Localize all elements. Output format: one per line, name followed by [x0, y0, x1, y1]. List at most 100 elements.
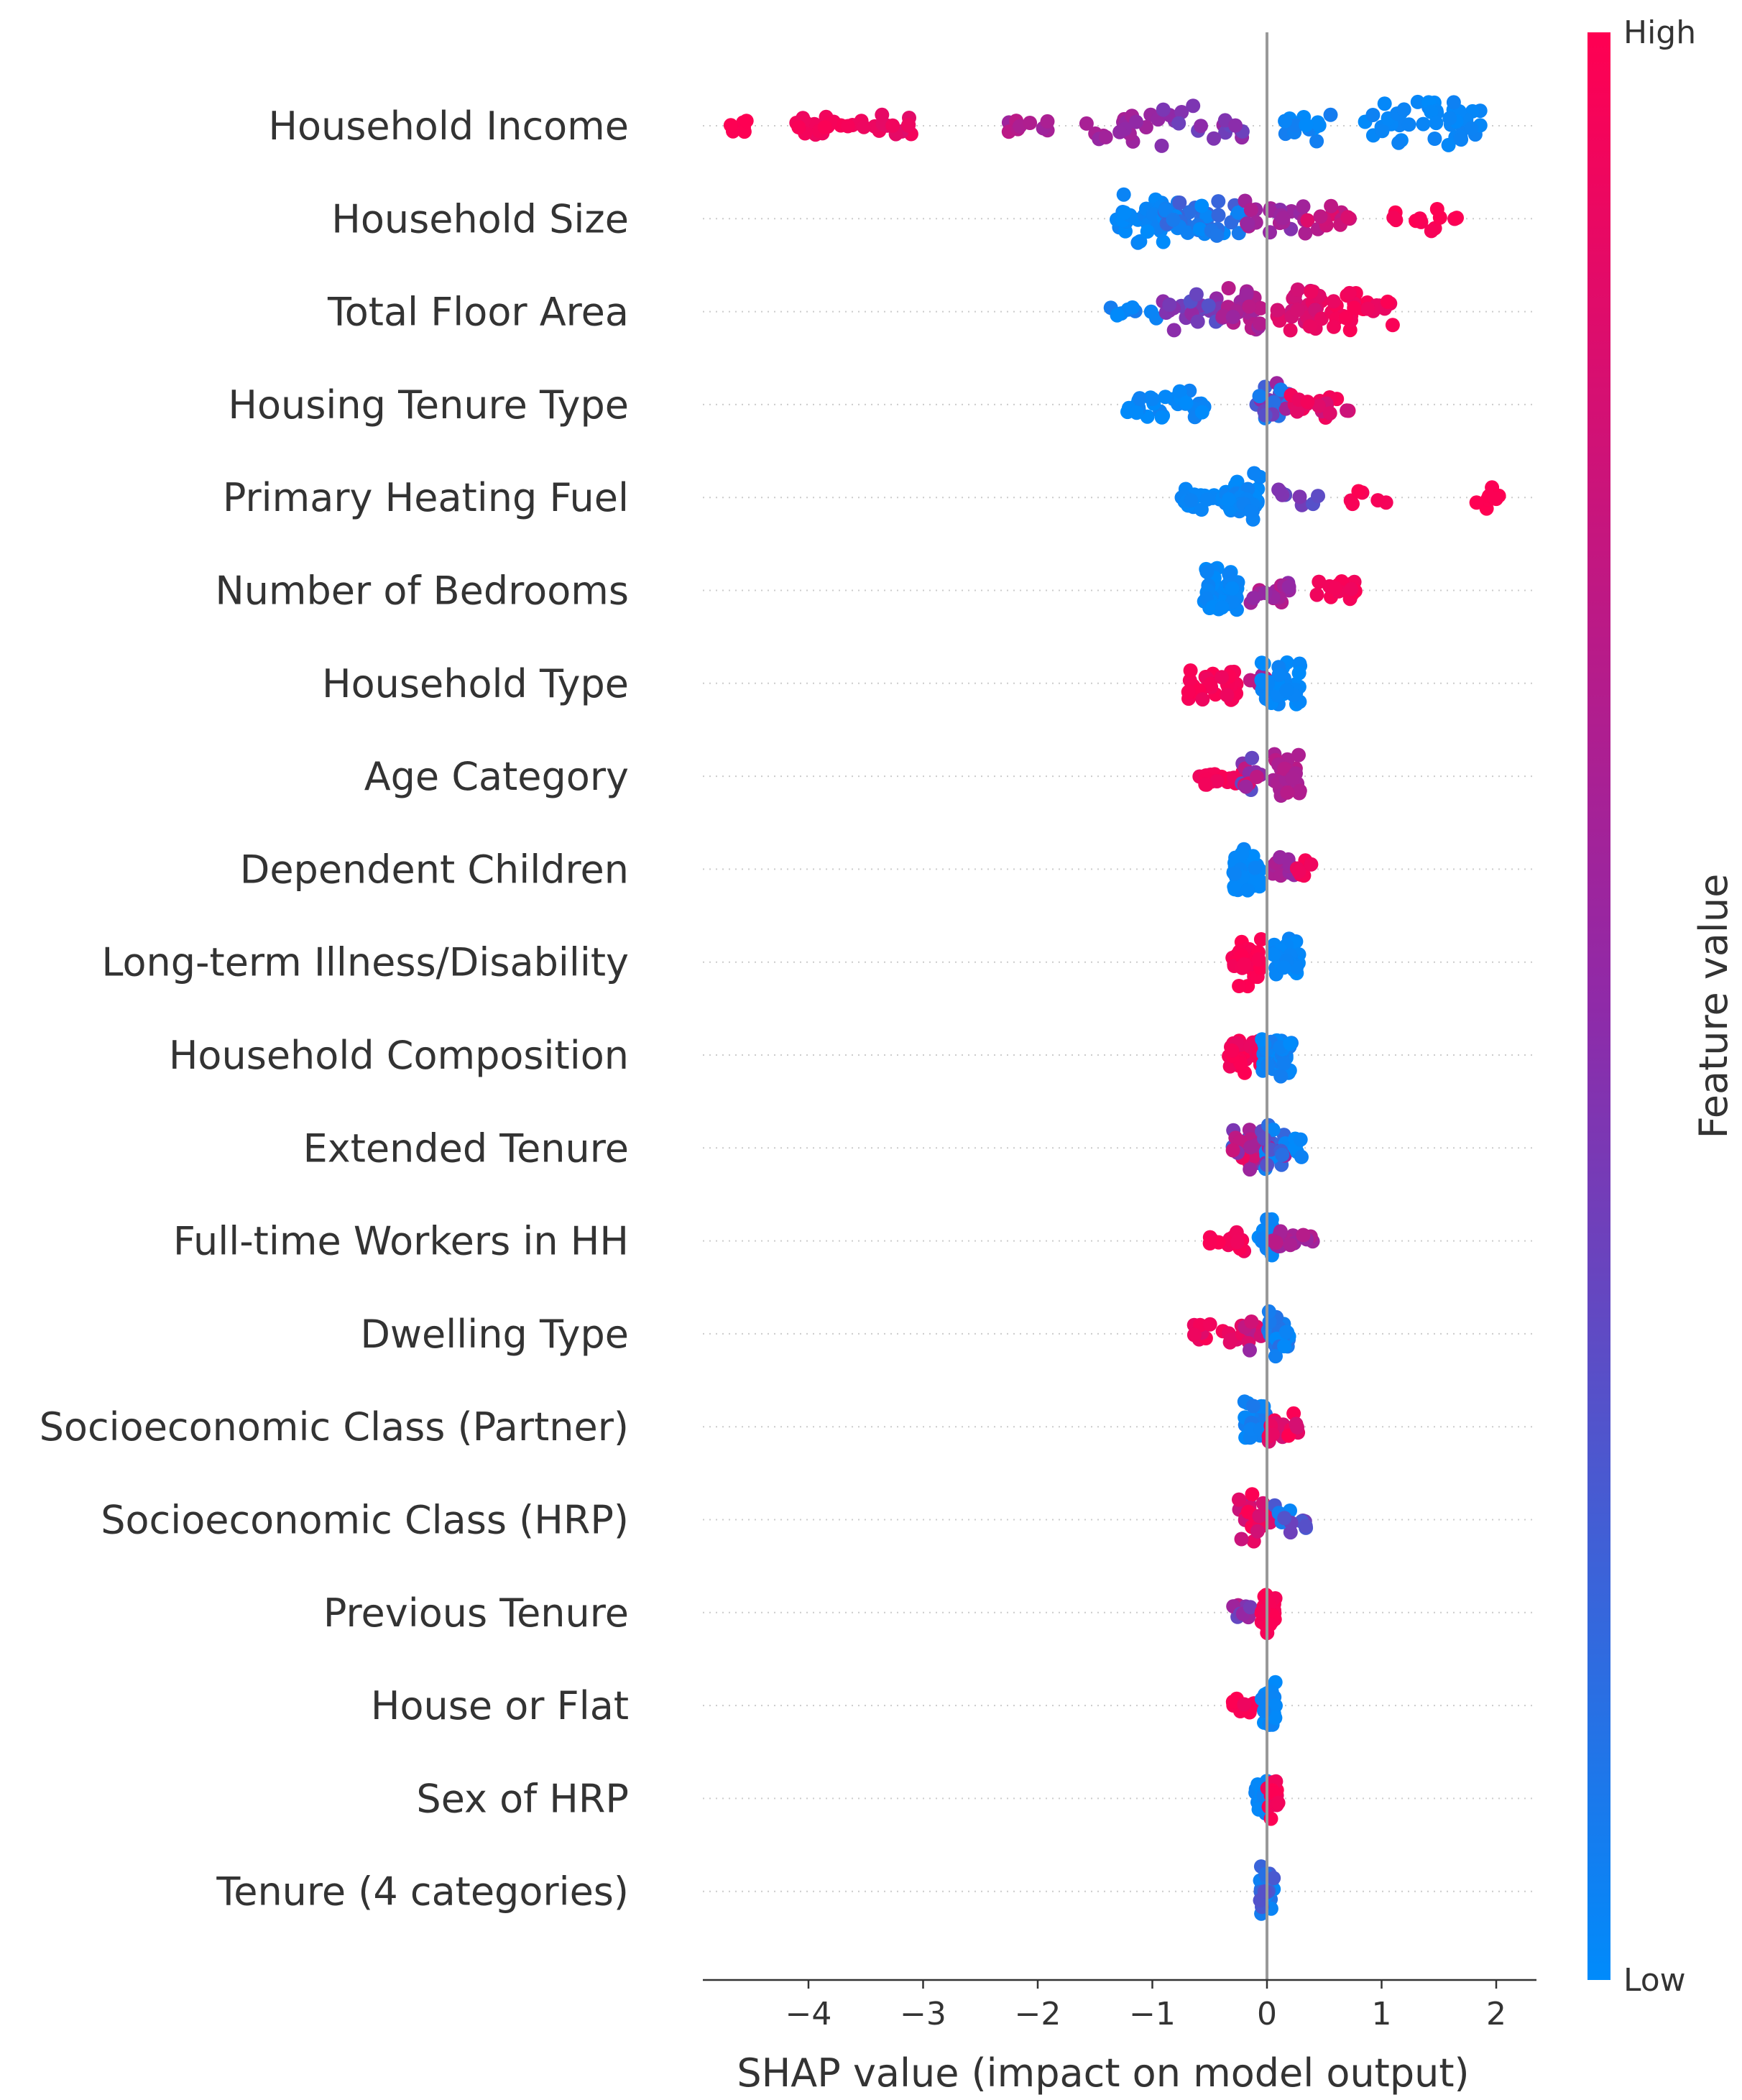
feature-label-dwelling-type: Dwelling Type	[360, 1312, 629, 1357]
shap-point	[1377, 96, 1392, 111]
shap-point	[1192, 222, 1207, 236]
shap-point	[1442, 111, 1457, 126]
shap-point	[1268, 1698, 1283, 1713]
shap-point	[1291, 865, 1306, 880]
shap-point	[1446, 95, 1461, 110]
shap-point	[1232, 979, 1247, 993]
shap-point	[737, 124, 752, 139]
shap-point	[1040, 114, 1055, 129]
shap-point	[1162, 298, 1177, 312]
colorbar-gradient	[1587, 32, 1610, 1980]
shap-point	[1292, 783, 1307, 798]
feature-label-house-or-flat: House or Flat	[371, 1683, 629, 1728]
shap-point	[1270, 303, 1285, 318]
shap-point	[1427, 132, 1442, 146]
shap-point	[1283, 323, 1298, 338]
shap-point	[1231, 205, 1246, 220]
shap-point	[885, 118, 900, 133]
shap-point	[1243, 1343, 1257, 1358]
shap-point	[1271, 667, 1286, 682]
shap-point	[1172, 384, 1187, 399]
shap-point	[1220, 688, 1235, 703]
x-axis: −4 −3 −2 −1 0 1 2	[703, 32, 1536, 2032]
shap-point	[1292, 489, 1307, 505]
shap-point	[1129, 405, 1144, 420]
shap-point	[1275, 1147, 1290, 1162]
shap-point	[1181, 205, 1197, 220]
shap-point	[1098, 129, 1113, 144]
shap-point	[1202, 1236, 1217, 1251]
shap-point	[1110, 308, 1125, 323]
shap-point	[1232, 1492, 1246, 1507]
x-tick-label: 0	[1257, 1996, 1277, 2032]
shap-point	[1143, 304, 1158, 319]
shap-point	[1347, 300, 1362, 316]
shap-point	[1244, 1314, 1259, 1329]
shap-point	[1304, 857, 1319, 872]
shap-point	[1327, 581, 1342, 596]
shap-point	[1183, 663, 1198, 678]
shap-point	[1156, 234, 1171, 249]
shap-point	[1257, 1131, 1272, 1146]
feature-labels: Household Income Household Size Total Floo…	[40, 103, 629, 1915]
shap-point	[875, 107, 890, 122]
shap-point	[1291, 666, 1306, 681]
shap-point	[1252, 1509, 1267, 1524]
feature-label-tenure-4-categories: Tenure (4 categories)	[216, 1869, 629, 1915]
shap-point	[739, 114, 754, 129]
feature-label-extended-tenure: Extended Tenure	[303, 1125, 629, 1171]
shap-point	[1293, 1132, 1308, 1147]
shap-point	[1279, 683, 1294, 698]
shap-point	[1309, 134, 1324, 149]
shap-point	[1380, 294, 1395, 309]
shap-point	[1410, 94, 1425, 109]
shap-point	[1276, 960, 1291, 975]
shap-point	[1246, 591, 1261, 606]
shap-point	[1174, 105, 1189, 119]
feature-label-socioeconomic-class-partner: Socioeconomic Class (Partner)	[40, 1404, 629, 1450]
shap-point	[1300, 395, 1315, 410]
shap-point	[1201, 298, 1216, 313]
shap-point	[1278, 114, 1293, 129]
shap-point	[1313, 209, 1328, 224]
shap-point	[1327, 319, 1341, 334]
colorbar-title: Feature value	[1691, 874, 1736, 1139]
shap-point	[1302, 319, 1317, 334]
x-tick-label: 1	[1372, 1996, 1392, 2032]
shap-point	[1342, 285, 1357, 300]
shap-point	[1245, 1487, 1260, 1502]
shap-point	[1300, 213, 1315, 228]
shap-point	[1253, 873, 1268, 888]
shap-point	[1385, 318, 1400, 333]
shap-point	[840, 119, 855, 134]
shap-point	[1265, 1427, 1280, 1442]
shap-point	[1221, 281, 1236, 295]
shap-point	[1424, 224, 1439, 239]
shap-point	[1171, 116, 1186, 131]
shap-point	[1243, 1162, 1258, 1177]
shap-point	[1248, 860, 1263, 875]
shap-point	[1166, 323, 1181, 338]
shap-point	[1209, 228, 1225, 243]
shap-point	[817, 120, 832, 134]
shap-point	[1181, 684, 1196, 699]
shap-point	[1278, 1325, 1294, 1340]
shap-point	[1360, 301, 1375, 316]
shap-point	[1488, 491, 1503, 506]
shap-point	[1429, 202, 1444, 216]
shap-point	[1211, 208, 1226, 223]
shap-point	[857, 119, 872, 134]
shap-point	[1299, 118, 1314, 132]
shap-point	[1263, 1617, 1278, 1632]
shap-point	[1199, 492, 1215, 507]
shap-point	[1129, 114, 1143, 129]
shap-point	[1250, 1524, 1265, 1539]
shap-point	[1454, 132, 1469, 147]
shap-point	[1154, 410, 1169, 425]
feature-label-long-term-illness-disability: Long-term Illness/Disability	[101, 940, 629, 985]
shap-point	[1227, 866, 1242, 881]
shap-point	[1290, 303, 1305, 318]
x-tick-label: −4	[785, 1996, 832, 2032]
